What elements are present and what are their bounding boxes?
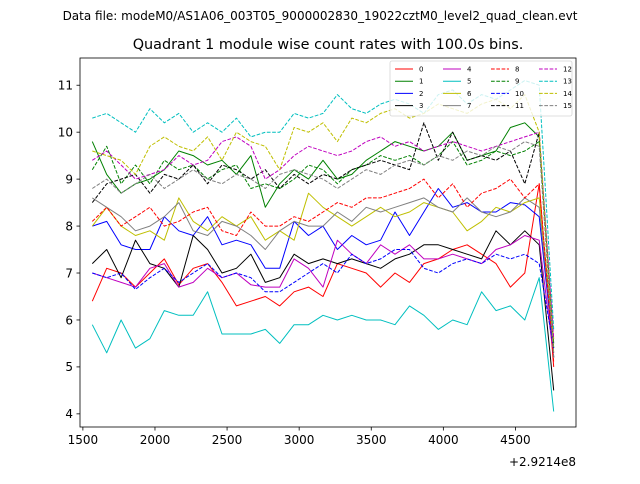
legend-label-0: 0	[419, 66, 423, 74]
series-line-6	[91, 192, 555, 339]
x-tick-label: 2000	[140, 433, 171, 447]
legend-box	[389, 60, 573, 117]
legend-label-13: 13	[563, 78, 572, 86]
series-line-11	[91, 122, 555, 358]
series-line-5	[91, 277, 555, 412]
x-tick-label: 4500	[500, 433, 531, 447]
x-tick-label: 1500	[68, 433, 99, 447]
y-tick-label: 8	[65, 219, 73, 233]
plot-area: 1500 2000 2500 3000 3500 4000 4500456789101101…	[58, 57, 577, 447]
series-line-10	[92, 249, 555, 349]
legend-label-10: 10	[515, 90, 524, 98]
y-tick-label: 4	[65, 407, 73, 421]
series-line-4	[92, 235, 555, 358]
y-tick-label: 10	[58, 125, 73, 139]
x-tick-label: 3000	[284, 433, 315, 447]
series-line-0	[91, 183, 555, 367]
chart-title: Quadrant 1 module wise count rates with …	[133, 37, 524, 53]
y-tick-label: 5	[65, 360, 73, 374]
y-tick-label: 9	[65, 172, 73, 186]
legend-label-11: 11	[515, 102, 524, 110]
legend-label-7: 7	[467, 102, 471, 110]
axes-frame	[79, 57, 577, 428]
series-line-8	[91, 178, 555, 363]
series-line-12	[92, 131, 555, 339]
legend-label-15: 15	[563, 102, 572, 110]
legend-label-3: 3	[419, 102, 423, 110]
legend-label-1: 1	[419, 78, 423, 86]
series-line-9	[91, 141, 555, 349]
x-tick-label: 3500	[356, 433, 387, 447]
series-line-3	[91, 230, 555, 391]
series-line-15	[92, 141, 555, 358]
legend-label-4: 4	[467, 66, 472, 74]
figure-suptitle: Data file: modeM0/AS1A06_003T05_90000028…	[63, 9, 578, 23]
legend-label-6: 6	[467, 90, 472, 98]
y-tick-label: 7	[65, 266, 73, 280]
y-tick-label: 6	[65, 313, 73, 327]
legend-label-14: 14	[563, 90, 572, 98]
legend-label-2: 2	[419, 90, 423, 98]
x-tick-label: 2500	[212, 433, 243, 447]
legend-label-5: 5	[467, 78, 471, 86]
legend-label-9: 9	[515, 78, 519, 86]
y-tick-label: 11	[58, 79, 73, 93]
legend-label-12: 12	[563, 66, 572, 74]
x-tick-label: 4000	[428, 433, 459, 447]
x-axis-offset-label: +2.9214e8	[509, 455, 576, 469]
series-line-7	[92, 197, 555, 349]
legend-label-8: 8	[515, 66, 519, 74]
